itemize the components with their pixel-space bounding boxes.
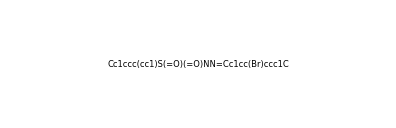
Text: Cc1ccc(cc1)S(=O)(=O)NN=Cc1cc(Br)ccc1C: Cc1ccc(cc1)S(=O)(=O)NN=Cc1cc(Br)ccc1C xyxy=(107,60,289,68)
